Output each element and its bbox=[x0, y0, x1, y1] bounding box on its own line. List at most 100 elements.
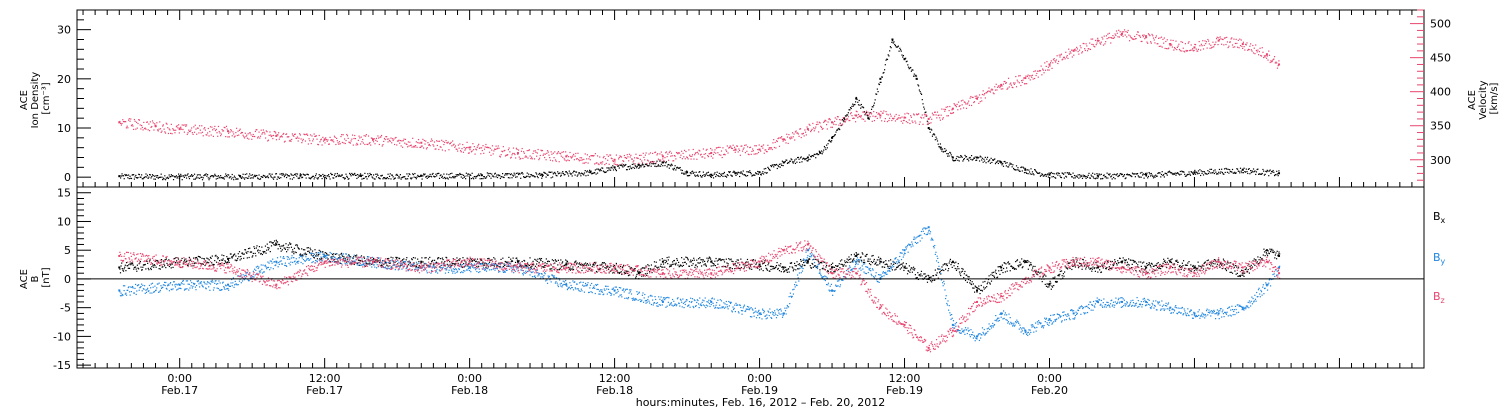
bx-sample bbox=[1035, 270, 1037, 272]
bx-sample bbox=[812, 263, 814, 265]
bx-sample bbox=[903, 266, 906, 269]
bx-sample bbox=[392, 257, 394, 259]
bx-sample bbox=[242, 253, 244, 255]
density-sample bbox=[387, 173, 389, 175]
bx-sample bbox=[494, 262, 497, 265]
bx-sample bbox=[302, 249, 305, 251]
bx-sample bbox=[673, 260, 675, 262]
velocity-sample bbox=[1186, 50, 1188, 52]
bx-sample bbox=[723, 261, 726, 263]
density-sample bbox=[899, 49, 902, 51]
velocity-sample bbox=[730, 146, 732, 148]
y-tick-label: 450 bbox=[1430, 52, 1451, 65]
bx-sample bbox=[328, 254, 330, 256]
bx-sample bbox=[307, 247, 309, 249]
velocity-sample bbox=[912, 113, 915, 115]
velocity-sample bbox=[1055, 61, 1057, 63]
bx-sample bbox=[714, 265, 717, 267]
density-sample bbox=[1053, 173, 1055, 175]
bx-sample bbox=[347, 261, 349, 263]
velocity-sample bbox=[876, 111, 878, 114]
density-point bbox=[1048, 173, 1051, 176]
velocity-sample bbox=[440, 146, 442, 148]
velocity-sample bbox=[842, 117, 844, 119]
density-sample bbox=[868, 118, 870, 120]
velocity-sample bbox=[764, 149, 766, 151]
velocity-sample bbox=[1083, 42, 1085, 45]
velocity-sample bbox=[1126, 36, 1128, 38]
velocity-point bbox=[154, 124, 157, 127]
density-sample bbox=[487, 174, 489, 176]
velocity-sample bbox=[1182, 47, 1184, 49]
velocity-sample bbox=[290, 140, 292, 143]
bx-sample bbox=[945, 264, 947, 266]
velocity-sample bbox=[676, 152, 678, 154]
density-sample bbox=[734, 172, 736, 174]
bx-sample bbox=[996, 276, 999, 278]
velocity-sample bbox=[1160, 36, 1163, 38]
density-sample bbox=[602, 170, 604, 172]
bx-sample bbox=[499, 262, 501, 264]
bx-point bbox=[1265, 249, 1268, 252]
bx-sample bbox=[1068, 262, 1071, 264]
density-sample bbox=[581, 173, 583, 175]
density-sample bbox=[130, 177, 133, 180]
velocity-sample bbox=[343, 138, 346, 140]
bx-sample bbox=[120, 265, 122, 267]
velocity-sample bbox=[714, 149, 716, 151]
velocity-sample bbox=[1229, 41, 1231, 43]
velocity-sample bbox=[1239, 38, 1241, 40]
density-sample bbox=[1133, 173, 1135, 175]
density-sample bbox=[275, 173, 277, 175]
velocity-sample bbox=[170, 123, 172, 126]
velocity-sample bbox=[168, 128, 170, 130]
density-sample bbox=[867, 115, 869, 117]
bx-sample bbox=[427, 258, 430, 260]
velocity-sample bbox=[625, 157, 628, 159]
bx-sample bbox=[531, 264, 534, 266]
bx-sample bbox=[998, 270, 1000, 272]
density-sample bbox=[1236, 168, 1239, 170]
bx-sample bbox=[749, 265, 752, 267]
velocity-sample bbox=[957, 109, 959, 111]
density-sample bbox=[163, 178, 165, 180]
bx-sample bbox=[755, 262, 758, 264]
velocity-sample bbox=[1225, 43, 1227, 46]
density-sample bbox=[1083, 175, 1085, 178]
bx-sample bbox=[216, 256, 218, 258]
density-sample bbox=[780, 163, 782, 165]
bx-sample bbox=[844, 260, 846, 262]
velocity-sample bbox=[807, 127, 809, 130]
bx-sample bbox=[301, 248, 303, 250]
velocity-sample bbox=[710, 147, 712, 150]
density-sample bbox=[696, 175, 698, 177]
velocity-sample bbox=[230, 129, 232, 131]
velocity-sample bbox=[471, 150, 473, 152]
bx-sample bbox=[1083, 265, 1086, 267]
bx-sample bbox=[900, 267, 903, 269]
density-sample bbox=[925, 111, 927, 113]
velocity-sample bbox=[1142, 34, 1144, 36]
bx-sample bbox=[478, 265, 480, 267]
velocity-sample bbox=[527, 157, 529, 159]
bx-sample bbox=[1018, 264, 1020, 266]
velocity-sample bbox=[1202, 48, 1205, 50]
bx-sample bbox=[941, 266, 943, 268]
velocity-sample bbox=[297, 140, 299, 142]
bx-sample bbox=[348, 255, 351, 257]
bx-sample bbox=[1005, 263, 1007, 265]
velocity-sample bbox=[1096, 42, 1098, 44]
velocity-sample bbox=[314, 135, 317, 137]
bx-sample bbox=[668, 256, 670, 258]
bx-sample bbox=[999, 265, 1002, 267]
velocity-sample bbox=[454, 145, 457, 147]
velocity-sample bbox=[761, 145, 763, 147]
bx-point bbox=[710, 260, 713, 263]
bx-sample bbox=[339, 256, 341, 258]
velocity-sample bbox=[1116, 32, 1118, 34]
bx-sample bbox=[849, 261, 851, 263]
density-sample bbox=[1167, 171, 1169, 173]
density-sample bbox=[989, 159, 991, 161]
bx-sample bbox=[288, 247, 290, 249]
